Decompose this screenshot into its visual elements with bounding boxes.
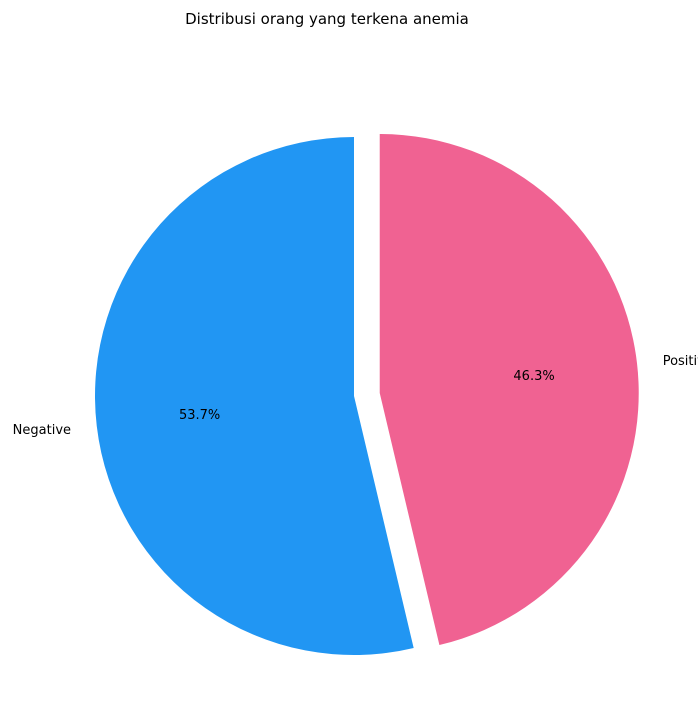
pie-percent-label-negative: 53.7% (179, 408, 220, 423)
chart-title: Distribusi orang yang terkena anemia (185, 10, 469, 28)
labels-layer: 53.7% Negative 46.3% Positive (13, 354, 698, 438)
slices-layer (95, 133, 639, 655)
pie-category-label-negative: Negative (13, 423, 71, 438)
pie-category-label-positive: Positive (663, 354, 698, 369)
pie-slice-positive (379, 133, 639, 646)
pie-percent-label-positive: 46.3% (513, 369, 554, 384)
pie-slice-negative (95, 137, 414, 655)
